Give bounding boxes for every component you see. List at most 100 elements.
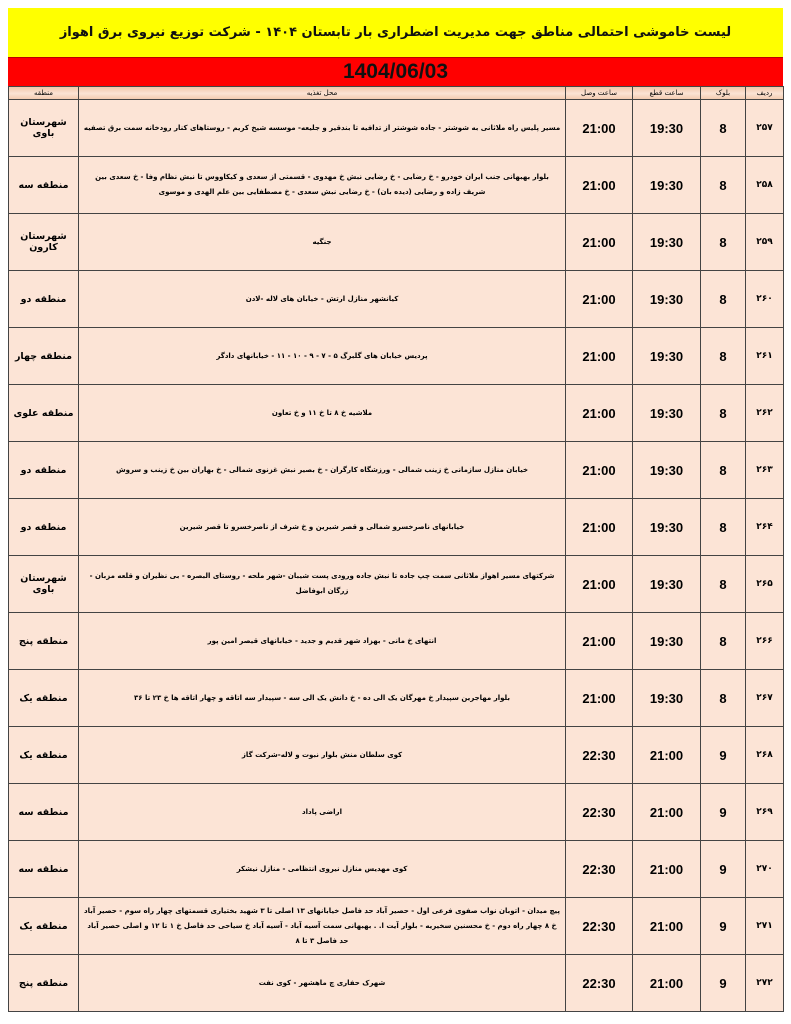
location-cell: خیابانهای ناصرخسرو شمالی و قصر شیرین و خ… (78, 498, 566, 556)
col-region: منطقه (8, 86, 79, 100)
block-cell: 8 (700, 384, 746, 442)
cut-time-cell: 21:00 (632, 726, 701, 784)
region-cell: شهرستان باوی (8, 99, 79, 157)
cut-time-cell: 19:30 (632, 384, 701, 442)
cut-time-cell: 19:30 (632, 270, 701, 328)
index-cell: ۲۶۸ (745, 726, 784, 784)
cut-time-cell: 21:00 (632, 783, 701, 841)
table-row: ۲۷۰ 9 21:00 22:30 کوی مهدیس منازل نیروی انتظ… (8, 840, 784, 898)
block-cell: 8 (700, 612, 746, 670)
location-cell: خیابان منازل سازمانی خ زینب شمالی - ورزش… (78, 441, 566, 499)
region-cell: منطقه علوی (8, 384, 79, 442)
table-row: ۲۷۲ 9 21:00 22:30 شهرک حفاری چ ماهشهر - کوی … (8, 954, 784, 1012)
page-title: لیست خاموشی احتمالی مناطق جهت مدیریت اضط… (8, 8, 783, 57)
table-row: ۲۶۱ 8 19:30 21:00 پردیس خیابان های گلبرگ ۵ -… (8, 327, 784, 385)
index-cell: ۲۵۹ (745, 213, 784, 271)
connect-time-cell: 21:00 (565, 384, 633, 442)
connect-time-cell: 21:00 (565, 612, 633, 670)
index-cell: ۲۵۸ (745, 156, 784, 214)
region-cell: منطقه یک (8, 669, 79, 727)
location-cell: پیچ میدان - اتوبان نواب صفوی فرعی اول - … (78, 897, 566, 955)
region-cell: منطقه پنج (8, 612, 79, 670)
block-cell: 8 (700, 213, 746, 271)
cut-time-cell: 19:30 (632, 498, 701, 556)
location-cell: بلوار مهاجرین سپیدار خ مهرگان یک الی ده … (78, 669, 566, 727)
table-row: ۲۶۳ 8 19:30 21:00 خیابان منازل سازمانی خ زین… (8, 441, 784, 499)
cut-time-cell: 19:30 (632, 327, 701, 385)
region-cell: منطقه سه (8, 783, 79, 841)
index-cell: ۲۶۲ (745, 384, 784, 442)
index-cell: ۲۶۵ (745, 555, 784, 613)
index-cell: ۲۶۱ (745, 327, 784, 385)
cut-time-cell: 19:30 (632, 612, 701, 670)
block-cell: 9 (700, 726, 746, 784)
col-connect-time: ساعت وصل (565, 86, 633, 100)
block-cell: 8 (700, 327, 746, 385)
region-cell: شهرستان کارون (8, 213, 79, 271)
connect-time-cell: 21:00 (565, 669, 633, 727)
index-cell: ۲۶۶ (745, 612, 784, 670)
location-cell: کوی مهدیس منازل نیروی انتظامی - منازل نی… (78, 840, 566, 898)
location-cell: بلوار بهبهانی جنب ایران خودرو - خ رضایی … (78, 156, 566, 214)
cut-time-cell: 19:30 (632, 669, 701, 727)
block-cell: 8 (700, 498, 746, 556)
region-cell: منطقه یک (8, 726, 79, 784)
outage-table: ردیف بلوک ساعت قطع ساعت وصل محل تغذیه من… (8, 86, 784, 1012)
block-cell: 8 (700, 156, 746, 214)
location-cell: کوی سلطان منش بلوار نبوت و لاله-شرکت گاز (78, 726, 566, 784)
index-cell: ۲۷۱ (745, 897, 784, 955)
index-cell: ۲۷۲ (745, 954, 784, 1012)
location-cell: اراضی پاداد (78, 783, 566, 841)
location-cell: ملاشیه خ ۸ تا خ ۱۱ و خ تعاون (78, 384, 566, 442)
block-cell: 8 (700, 669, 746, 727)
index-cell: ۲۵۷ (745, 99, 784, 157)
col-block: بلوک (700, 86, 746, 100)
connect-time-cell: 21:00 (565, 213, 633, 271)
date-banner: 1404/06/03 (8, 57, 783, 86)
cut-time-cell: 21:00 (632, 840, 701, 898)
connect-time-cell: 22:30 (565, 726, 633, 784)
location-cell: شرکتهای مسیر اهواز ملاثانی سمت چپ جاده ت… (78, 555, 566, 613)
connect-time-cell: 21:00 (565, 555, 633, 613)
block-cell: 9 (700, 897, 746, 955)
location-cell: پردیس خیابان های گلبرگ ۵ - ۷ - ۹ - ۱۰ - … (78, 327, 566, 385)
location-cell: مسیر پلیس راه ملاثانی به شوشتر - جاده شو… (78, 99, 566, 157)
block-cell: 8 (700, 99, 746, 157)
block-cell: 9 (700, 840, 746, 898)
cut-time-cell: 19:30 (632, 99, 701, 157)
table-row: ۲۵۹ 8 19:30 21:00 جنگیه شهرستان کارون (8, 213, 784, 271)
region-cell: منطقه سه (8, 156, 79, 214)
connect-time-cell: 21:00 (565, 327, 633, 385)
region-cell: منطقه چهار (8, 327, 79, 385)
index-cell: ۲۶۷ (745, 669, 784, 727)
table-row: ۲۶۸ 9 21:00 22:30 کوی سلطان منش بلوار نبوت و… (8, 726, 784, 784)
cut-time-cell: 19:30 (632, 441, 701, 499)
block-cell: 8 (700, 270, 746, 328)
table-row: ۲۵۸ 8 19:30 21:00 بلوار بهبهانی جنب ایران خو… (8, 156, 784, 214)
block-cell: 9 (700, 783, 746, 841)
connect-time-cell: 22:30 (565, 897, 633, 955)
table-row: ۲۶۵ 8 19:30 21:00 شرکتهای مسیر اهواز ملاثانی… (8, 555, 784, 613)
header-row: ردیف بلوک ساعت قطع ساعت وصل محل تغذیه من… (8, 86, 784, 100)
index-cell: ۲۶۴ (745, 498, 784, 556)
table-row: ۲۶۶ 8 19:30 21:00 انتهای خ مانی - بهزاد شهر … (8, 612, 784, 670)
cut-time-cell: 19:30 (632, 156, 701, 214)
connect-time-cell: 21:00 (565, 99, 633, 157)
cut-time-cell: 19:30 (632, 555, 701, 613)
table-row: ۲۷۱ 9 21:00 22:30 پیچ میدان - اتوبان نواب صف… (8, 897, 784, 955)
location-cell: جنگیه (78, 213, 566, 271)
connect-time-cell: 21:00 (565, 270, 633, 328)
connect-time-cell: 22:30 (565, 954, 633, 1012)
cut-time-cell: 21:00 (632, 897, 701, 955)
region-cell: منطقه یک (8, 897, 79, 955)
table-row: ۲۶۲ 8 19:30 21:00 ملاشیه خ ۸ تا خ ۱۱ و خ تعا… (8, 384, 784, 442)
connect-time-cell: 21:00 (565, 498, 633, 556)
outage-sheet: لیست خاموشی احتمالی مناطق جهت مدیریت اضط… (8, 8, 784, 1012)
location-cell: کیانشهر منازل ارتش - خیابان های لاله -لا… (78, 270, 566, 328)
table-row: ۲۵۷ 8 19:30 21:00 مسیر پلیس راه ملاثانی به ش… (8, 99, 784, 157)
region-cell: منطقه دو (8, 441, 79, 499)
index-cell: ۲۶۳ (745, 441, 784, 499)
table-row: ۲۶۷ 8 19:30 21:00 بلوار مهاجرین سپیدار خ مهر… (8, 669, 784, 727)
col-index: ردیف (745, 86, 784, 100)
region-cell: منطقه دو (8, 498, 79, 556)
